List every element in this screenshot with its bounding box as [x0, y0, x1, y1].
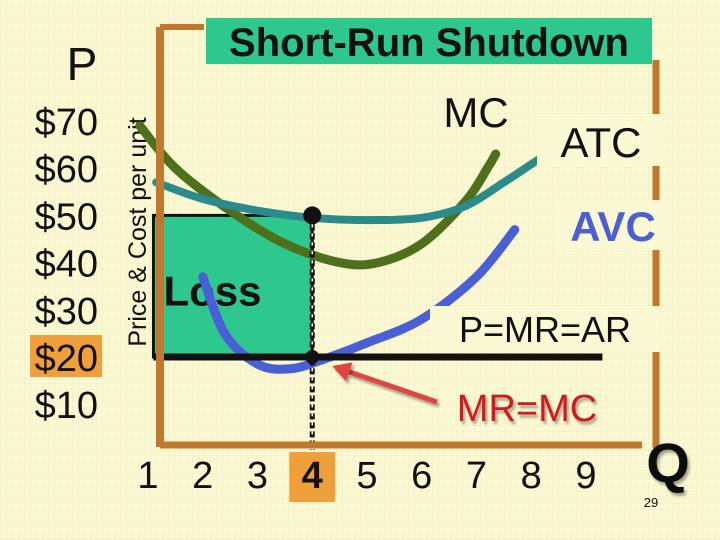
mr-mc-arrowhead	[332, 362, 353, 382]
y-axis-letter: P	[67, 38, 98, 90]
atc-point-at-q4	[303, 206, 322, 225]
y-tick-labels: $70 $60 $50 $40 $30 $20 $10	[30, 102, 102, 427]
x-tick-label: 3	[247, 455, 268, 497]
avc-label: AVC	[570, 203, 656, 250]
demand-label: P=MR=AR	[459, 309, 631, 350]
y-axis-label: Price & Cost per unit	[124, 117, 152, 346]
slide-number: 29	[644, 495, 658, 510]
avc-label-box	[556, 200, 672, 250]
mc-curve	[135, 121, 501, 270]
y-tick-label: $70	[35, 102, 98, 144]
loss-area	[151, 213, 314, 359]
x-tick-label: 8	[521, 455, 542, 497]
mr-mc-label: MR=MC	[457, 388, 597, 430]
x-tick-label: 1	[137, 455, 158, 497]
x-tick-label: 2	[192, 455, 213, 497]
y-tick-label: $60	[35, 149, 98, 191]
x-axis-label: Q	[646, 431, 690, 494]
chart-title: Short-Run Shutdown	[229, 21, 629, 65]
price-point-at-q4	[305, 350, 320, 364]
x-tick-label: 7	[466, 455, 487, 497]
y-tick-label: $10	[35, 385, 98, 427]
q4-highlight	[289, 452, 336, 502]
demand-label-box	[430, 306, 660, 352]
atc-label-box	[537, 114, 663, 166]
y-tick-label: $40	[35, 244, 98, 286]
title-box	[206, 18, 652, 64]
y-tick-label: $30	[35, 291, 98, 333]
y-tick-highlight	[30, 335, 102, 377]
x-tick-label: 5	[356, 455, 377, 497]
x-tick-label: 6	[411, 455, 432, 497]
x-tick-label: 4	[302, 455, 323, 497]
y-tick-label: $20	[35, 338, 98, 380]
atc-label: ATC	[561, 119, 642, 166]
mc-label: MC	[443, 89, 508, 136]
x-tick-label: 9	[575, 455, 596, 497]
y-tick-label: $50	[35, 196, 98, 238]
mr-mc-arrow	[348, 369, 438, 405]
atc-curve	[152, 154, 544, 225]
